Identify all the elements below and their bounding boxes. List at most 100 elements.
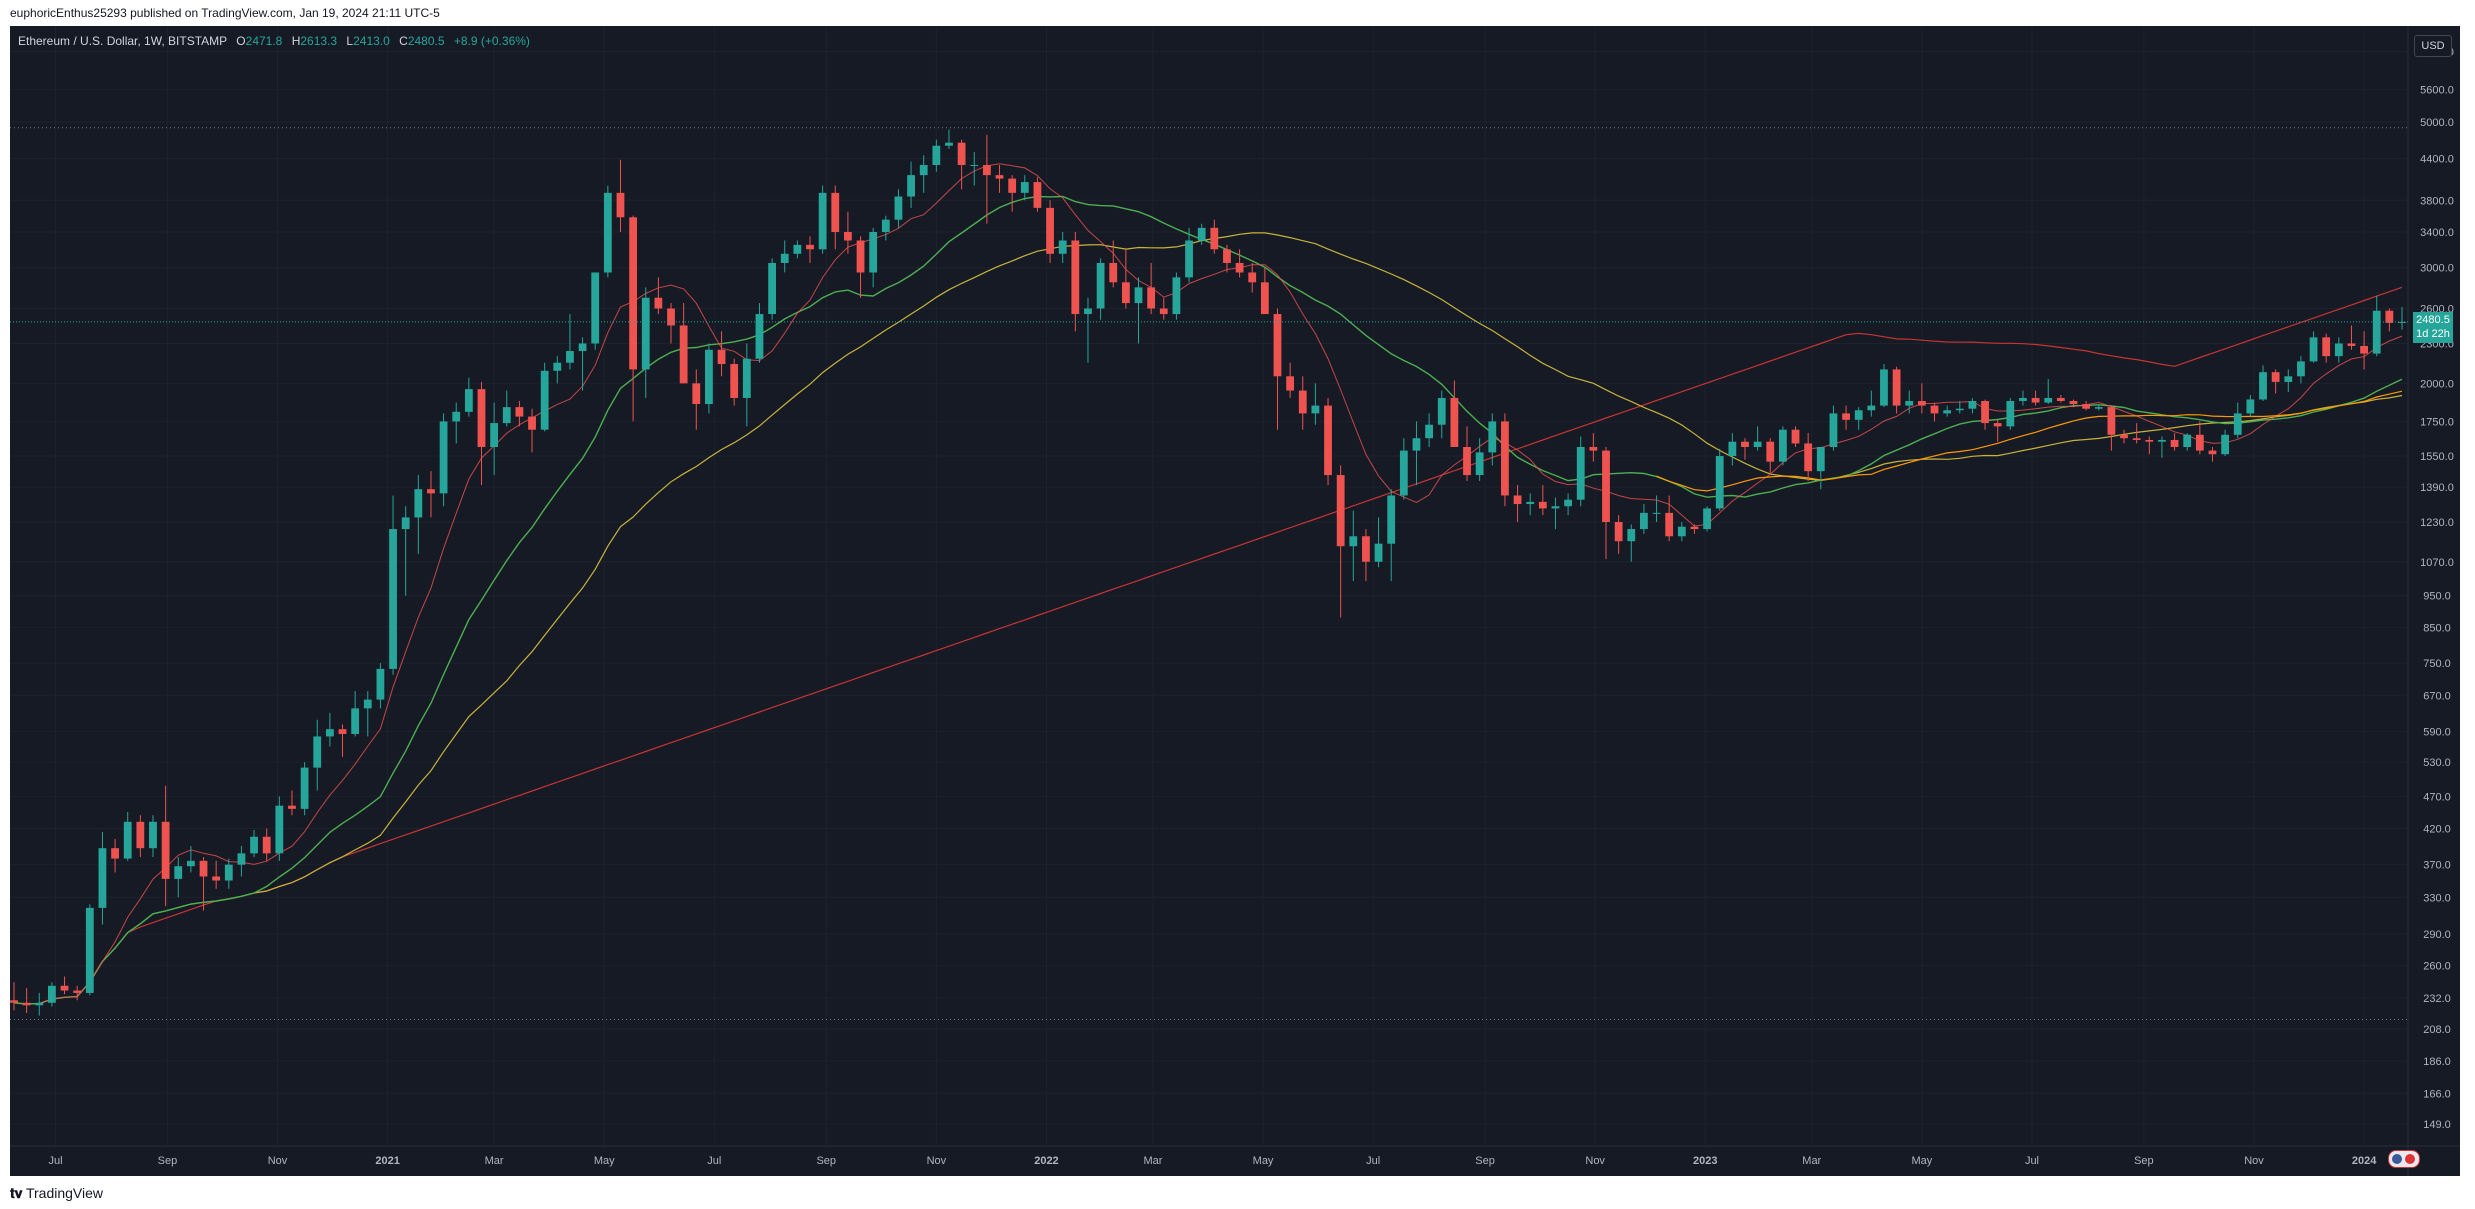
- candle-body: [351, 708, 360, 735]
- candle-body: [856, 240, 865, 273]
- candle-body: [427, 489, 435, 494]
- time-tick-label: 2023: [1693, 1155, 1717, 1167]
- candle-body: [363, 699, 372, 709]
- candle-body: [1437, 397, 1446, 425]
- time-tick-label: May: [594, 1155, 615, 1167]
- candle-body: [1172, 277, 1181, 315]
- candle-body: [553, 362, 562, 371]
- price-tick-label: 2000.0: [2420, 378, 2454, 390]
- ma-long-line: [13, 286, 2403, 1005]
- candle-body: [2259, 372, 2267, 400]
- candle-body: [1867, 405, 1876, 411]
- candle-body: [591, 272, 600, 344]
- tradingview-brand: TradingView: [25, 1185, 104, 1201]
- candle-body: [1778, 429, 1787, 462]
- candle-body: [1892, 369, 1901, 406]
- price-tick-label: 260.0: [2423, 960, 2451, 972]
- price-tick-label: 208.0: [2423, 1024, 2451, 1036]
- candle-body: [2183, 434, 2192, 447]
- legend-high-label: H: [291, 34, 301, 48]
- candle-body: [35, 1002, 44, 1006]
- candle-body: [1816, 446, 1825, 472]
- time-tick-label: Nov: [1585, 1155, 1605, 1167]
- candle-body: [1766, 441, 1775, 462]
- candle-body: [2309, 337, 2318, 362]
- candle-body: [2056, 397, 2065, 401]
- candle-body: [1501, 421, 1509, 496]
- candle-body: [1943, 410, 1952, 414]
- candle-body: [1703, 508, 1711, 530]
- candle-body: [199, 860, 208, 877]
- candle-body: [22, 1002, 31, 1006]
- candle-body: [73, 990, 82, 993]
- candle-body: [275, 805, 284, 854]
- candle-body: [2372, 310, 2381, 354]
- price-tick-label: 186.0: [2423, 1056, 2451, 1068]
- candle-body: [1121, 282, 1130, 304]
- legend-change: +8.9 (+0.36%): [453, 34, 530, 48]
- price-tick-label: 1390.0: [2420, 482, 2454, 494]
- tv-logo-icon: 𝐭𝐯: [10, 1185, 23, 1201]
- price-tick-label: 330.0: [2423, 892, 2451, 904]
- candle-body: [60, 985, 69, 991]
- candle-body: [957, 142, 966, 165]
- candle-body: [679, 325, 688, 384]
- time-tick-label: 2022: [1034, 1155, 1058, 1167]
- ma-mid-line: [13, 195, 2403, 1005]
- candle-body: [641, 297, 650, 370]
- price-tick-label: 3000.0: [2420, 263, 2454, 275]
- candle-body: [1829, 413, 1838, 447]
- candle-body: [288, 805, 296, 809]
- price-tick-label: 1230.0: [2420, 517, 2454, 529]
- candle-body: [982, 164, 991, 176]
- candle-body: [1425, 424, 1434, 439]
- price-tick-label: 5600.0: [2420, 85, 2454, 97]
- candle-body: [1273, 314, 1282, 377]
- time-tick-label: May: [1911, 1155, 1932, 1167]
- candle-body: [881, 219, 890, 232]
- candle-body: [1311, 405, 1320, 414]
- candle-body: [907, 175, 915, 197]
- candle-body: [2082, 404, 2091, 409]
- candle-body: [894, 196, 903, 220]
- candle-body: [2170, 439, 2179, 447]
- candle-body: [654, 297, 663, 309]
- candle-body: [123, 821, 132, 859]
- candle-body: [1058, 240, 1067, 254]
- candle-body: [502, 407, 511, 424]
- price-tick-label: 590.0: [2423, 727, 2451, 739]
- candle-body: [1223, 249, 1231, 263]
- candle-body: [970, 164, 979, 166]
- candle-body: [705, 349, 713, 405]
- candle-body: [98, 848, 107, 908]
- price-tick-label: 470.0: [2423, 791, 2451, 803]
- candle-body: [1741, 441, 1749, 447]
- candle-body: [2158, 439, 2166, 442]
- candlestick-chart[interactable]: 6400.05600.05000.04400.03800.03400.03000…: [10, 26, 2460, 1176]
- price-tick-label: 1550.0: [2420, 451, 2454, 463]
- candle-body: [1260, 282, 1269, 315]
- candle-body: [919, 164, 928, 176]
- price-tick-label: 670.0: [2423, 690, 2451, 702]
- currency-button[interactable]: USD: [2414, 35, 2452, 57]
- candle-body: [793, 244, 802, 254]
- candle-body: [1399, 450, 1408, 496]
- candle-body: [1728, 441, 1737, 457]
- chart-frame[interactable]: 6400.05600.05000.04400.03800.03400.03000…: [10, 26, 2460, 1176]
- candle-body: [1286, 376, 1295, 391]
- candle-body: [401, 517, 410, 530]
- candle-body: [1463, 446, 1471, 476]
- candle-body: [566, 351, 574, 363]
- candle-body: [730, 364, 739, 398]
- candle-body: [439, 421, 448, 494]
- candle-body: [2094, 407, 2103, 409]
- time-tick-label: Nov: [268, 1155, 288, 1167]
- time-tick-label: Jul: [1366, 1155, 1380, 1167]
- candle-body: [452, 411, 461, 422]
- candle-body: [1627, 529, 1636, 542]
- candle-body: [1854, 410, 1863, 420]
- price-tick-label: 850.0: [2423, 622, 2451, 634]
- price-tick-label: 149.0: [2423, 1119, 2451, 1131]
- us-flag-icon[interactable]: [2388, 1150, 2420, 1168]
- tradingview-logo[interactable]: 𝐭𝐯 TradingView: [10, 1185, 103, 1202]
